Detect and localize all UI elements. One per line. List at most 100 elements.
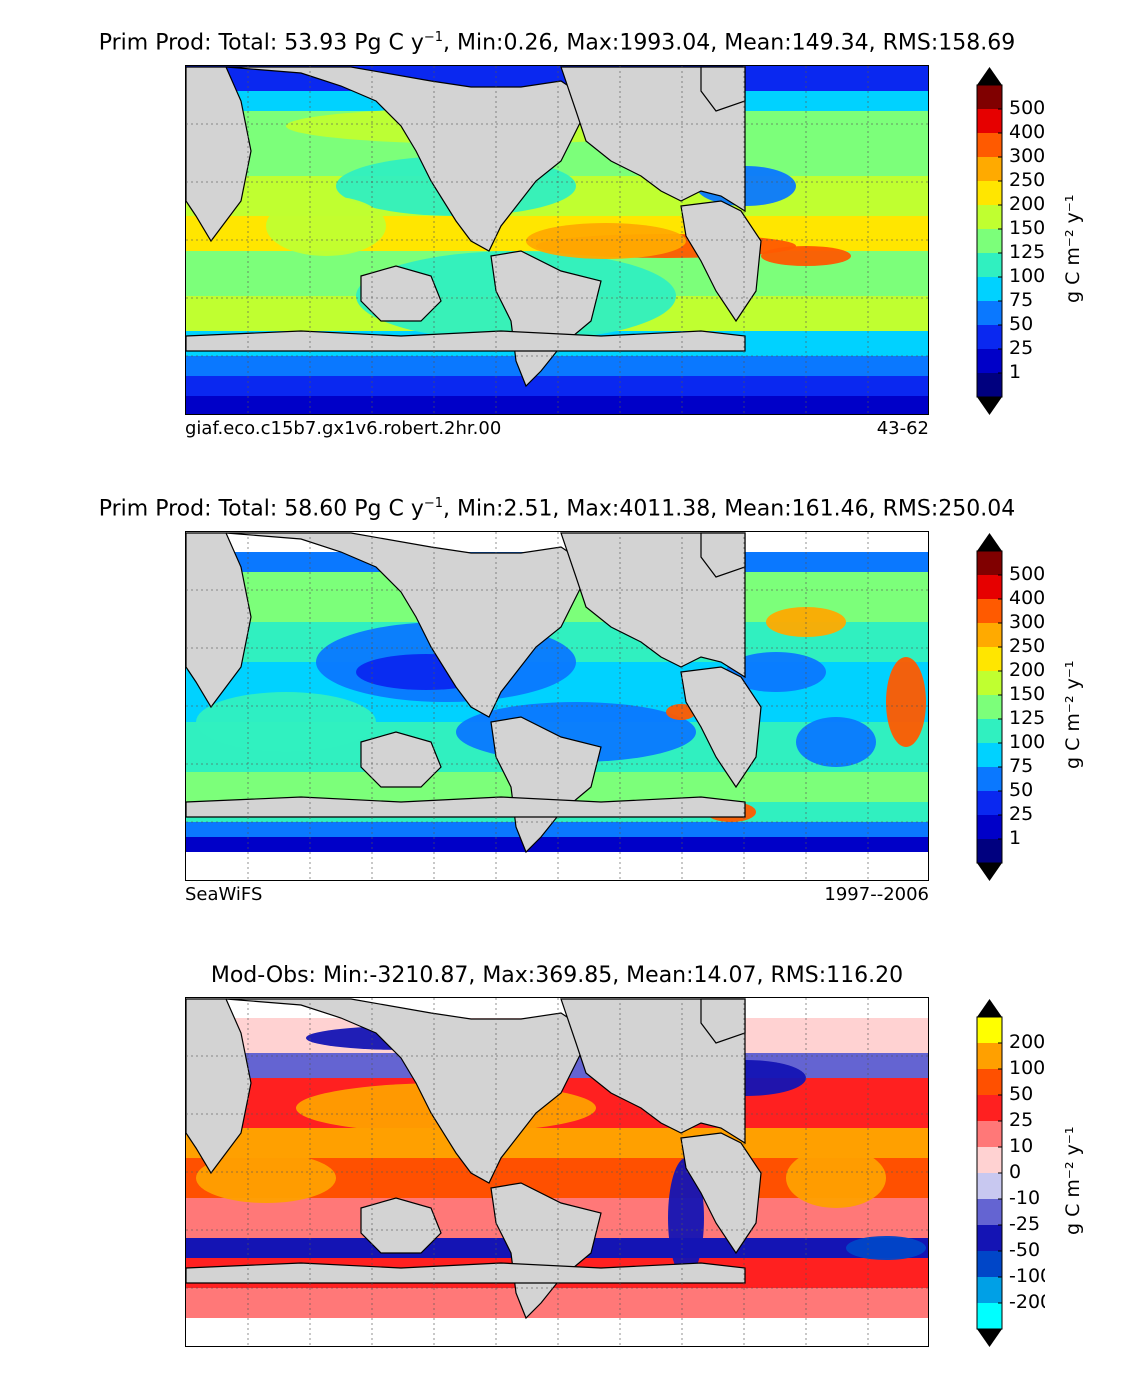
- land-eurasia-west: [186, 532, 252, 709]
- land-greenland: [700, 532, 746, 578]
- colorbar-swatch: [977, 767, 1002, 791]
- colorbar-tick-label: 300: [1009, 145, 1045, 167]
- colorbar-tick-label: 300: [1009, 611, 1045, 633]
- land-north-america: [225, 66, 592, 252]
- colorbar-tick-label: -200: [1009, 1291, 1045, 1313]
- colorbar-swatch: [977, 1121, 1002, 1147]
- ocean-anomaly: [886, 657, 926, 747]
- latitude-band: [186, 822, 928, 837]
- colorbar-swatch: [977, 1069, 1002, 1095]
- panel-2-title-stats: , Min:2.51, Max:4011.38, Mean:161.46, RM…: [443, 496, 1016, 522]
- panel-1-title-stats: , Min:0.26, Max:1993.04, Mean:149.34, RM…: [443, 30, 1016, 56]
- colorbar-bottom-arrow: [977, 863, 1002, 881]
- ocean-anomaly: [668, 1158, 704, 1278]
- colorbar-swatch: [977, 85, 1002, 109]
- land-eurasia: [560, 532, 746, 679]
- land-antarctica: [186, 330, 746, 352]
- land-greenland: [700, 66, 746, 112]
- latitude-band: [186, 356, 928, 376]
- colorbar-tick-label: 75: [1009, 755, 1033, 777]
- land-eurasia-west: [186, 998, 252, 1175]
- colorbar-tick-label: 50: [1009, 1083, 1033, 1105]
- colorbar-tick-label: 125: [1009, 707, 1045, 729]
- colorbar-tick-label: 100: [1009, 731, 1045, 753]
- panel-3-title: Mod-Obs: Min:-3210.87, Max:369.85, Mean:…: [0, 963, 1114, 988]
- panel-2-map-canvas: [186, 532, 928, 880]
- colorbar-swatch: [977, 181, 1002, 205]
- ocean-anomaly: [666, 704, 696, 720]
- panel-1-colorbar-label: g C m⁻² y⁻¹: [1062, 194, 1084, 304]
- colorbar-swatch: [977, 575, 1002, 599]
- colorbar-swatch: [977, 229, 1002, 253]
- colorbar-swatch: [977, 743, 1002, 767]
- ocean-anomaly: [196, 692, 376, 752]
- land-africa: [680, 200, 762, 323]
- colorbar-tick-label: 10: [1009, 1135, 1033, 1157]
- latitude-band: [186, 1318, 928, 1346]
- colorbar-tick-label: 25: [1009, 1109, 1033, 1131]
- panel-2-map: [185, 531, 929, 881]
- panel-2-colorbar: 1 25 50 75 100 125 150 200 250 300 400 500: [975, 531, 1045, 887]
- colorbar-tick-label: -100: [1009, 1265, 1045, 1287]
- panel-1-period-label: 43-62: [876, 418, 929, 439]
- colorbar-swatch: [977, 695, 1002, 719]
- ocean-anomaly: [726, 652, 826, 692]
- colorbar-tick-label: 400: [1009, 587, 1045, 609]
- panel-3-map: [185, 997, 929, 1347]
- colorbar-tick-label: 150: [1009, 217, 1045, 239]
- colorbar-frame: [976, 550, 1003, 864]
- land-north-america: [225, 532, 592, 718]
- panel-2-source-label: SeaWiFS: [185, 884, 263, 905]
- colorbar-tick-label: 200: [1009, 659, 1045, 681]
- colorbar-tick-label: 200: [1009, 193, 1045, 215]
- colorbar-top-arrow: [977, 533, 1002, 551]
- panel-1-source-label: giaf.eco.c15b7.gx1v6.robert.2hr.00: [185, 418, 502, 439]
- colorbar-swatch: [977, 277, 1002, 301]
- colorbar-swatch: [977, 1251, 1002, 1277]
- land-eurasia: [560, 66, 746, 213]
- panel-1-map: [185, 65, 929, 415]
- colorbar-top-arrow: [977, 999, 1002, 1017]
- ocean-anomaly: [196, 1153, 336, 1203]
- colorbar-swatch: [977, 839, 1002, 863]
- land-africa: [680, 666, 762, 789]
- colorbar-tick-label: -25: [1009, 1213, 1040, 1235]
- land-south-america: [490, 1182, 602, 1320]
- ocean-anomaly: [526, 223, 686, 259]
- latitude-band: [186, 1288, 928, 1318]
- latitude-band: [186, 396, 928, 414]
- land-eurasia-west: [186, 66, 252, 243]
- colorbar-swatch: [977, 1277, 1002, 1303]
- ocean-anomaly: [266, 196, 386, 256]
- colorbar-swatch: [977, 325, 1002, 349]
- panel-2-colorbar-label: g C m⁻² y⁻¹: [1062, 660, 1084, 770]
- colorbar-tick-label: 0: [1009, 1161, 1021, 1183]
- land-eurasia: [560, 998, 746, 1145]
- colorbar-tick-label: 250: [1009, 169, 1045, 191]
- colorbar-tick-label: 400: [1009, 121, 1045, 143]
- colorbar-tick-label: 1: [1009, 361, 1021, 383]
- ocean-anomaly: [846, 1236, 926, 1260]
- colorbar-tick-label: 250: [1009, 635, 1045, 657]
- land-australia: [360, 1197, 442, 1254]
- colorbar-swatch: [977, 205, 1002, 229]
- colorbar-tick-label: 50: [1009, 313, 1033, 335]
- colorbar-swatch: [977, 253, 1002, 277]
- panel-2-period-label: 1997--2006: [824, 884, 929, 905]
- colorbar-tick-label: -10: [1009, 1187, 1040, 1209]
- colorbar-tick-label: 50: [1009, 779, 1033, 801]
- colorbar-swatch: [977, 373, 1002, 397]
- latitude-band: [186, 852, 928, 880]
- land-antarctica: [186, 796, 746, 818]
- colorbar-top-arrow: [977, 67, 1002, 85]
- colorbar-tick-label: 500: [1009, 563, 1045, 585]
- colorbar-swatch: [977, 133, 1002, 157]
- colorbar-swatch: [977, 1199, 1002, 1225]
- land-north-america: [225, 998, 592, 1184]
- panel-1-title-text: Prim Prod: Total: 53.93 Pg C y: [98, 30, 424, 56]
- colorbar-bottom-arrow: [977, 1329, 1002, 1347]
- land-greenland: [700, 998, 746, 1044]
- panel-2-title-text: Prim Prod: Total: 58.60 Pg C y: [98, 496, 424, 522]
